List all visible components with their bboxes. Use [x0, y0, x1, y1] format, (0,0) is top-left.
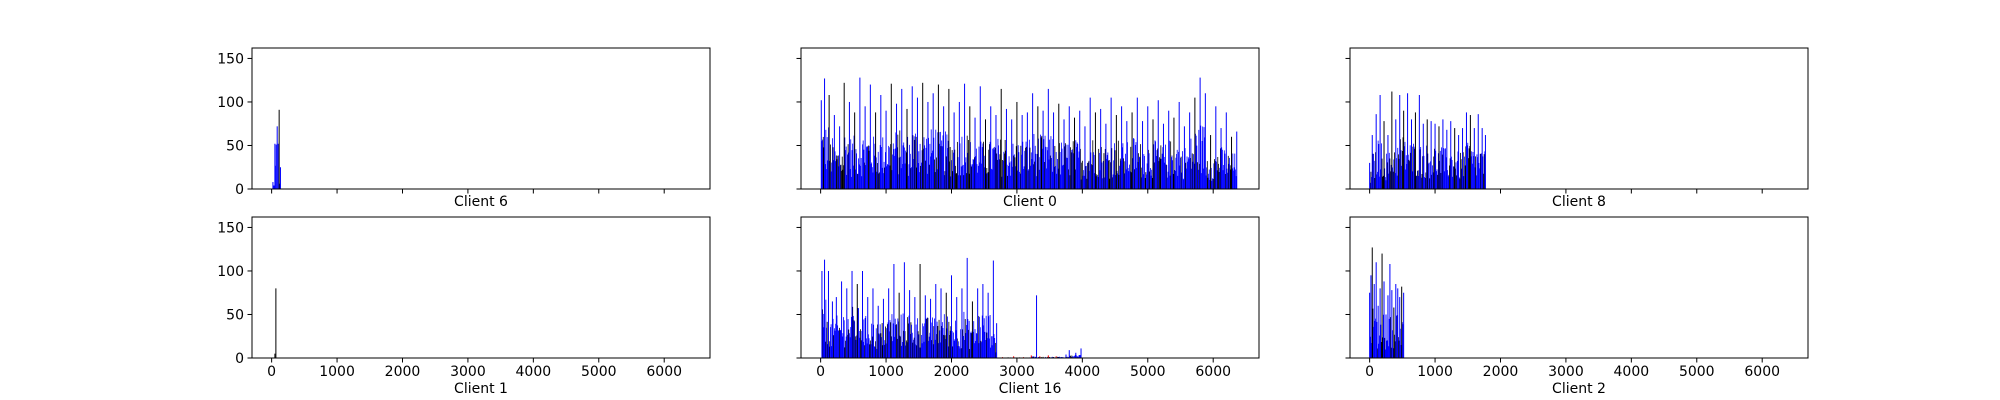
- subplot-title: Client 8: [1552, 194, 1606, 210]
- x-ticks: 0 1000 2000 3000 4000 5000 6000: [816, 358, 1231, 380]
- subplot-client-2: 0 1000 2000 3000 4000 5000 6000 Client 2: [1345, 216, 1809, 397]
- y-tick-label: 100: [217, 95, 244, 111]
- x-ticks: 0 1000 2000 3000 4000 5000 6000: [1365, 358, 1780, 380]
- y-ticks: 0 50 100 150: [217, 51, 252, 198]
- x-tick-label: 4000: [516, 364, 552, 380]
- y-tick-label: 100: [217, 264, 244, 280]
- bars: [1369, 91, 1486, 189]
- subplot-title: Client 1: [454, 381, 508, 397]
- subplot-client-6: 0 50 100 150 Client 6: [217, 47, 711, 210]
- y-tick-label: 150: [217, 220, 244, 236]
- y-tick-label: 0: [235, 351, 244, 367]
- x-tick-label: 4000: [1614, 364, 1650, 380]
- bars: [820, 77, 1238, 189]
- y-ticks: [1345, 57, 1350, 190]
- subplot-client-1: 0 1000 2000 3000 4000 5000 6000 0 50 100 150 Clie…: [217, 216, 711, 397]
- x-ticks: [271, 189, 665, 194]
- x-tick-label: 0: [816, 364, 825, 380]
- y-ticks: [796, 57, 801, 190]
- axes-frame: [800, 216, 1260, 359]
- x-tick-label: 1000: [319, 364, 355, 380]
- x-tick-label: 5000: [581, 364, 617, 380]
- bars: [274, 288, 277, 358]
- x-tick-label: 3000: [1548, 364, 1584, 380]
- y-tick-label: 50: [226, 138, 244, 154]
- x-tick-label: 2000: [934, 364, 970, 380]
- y-ticks: [796, 226, 801, 359]
- x-tick-label: 0: [1365, 364, 1374, 380]
- subplot-title: Client 6: [454, 194, 508, 210]
- x-ticks: [820, 189, 1214, 194]
- x-tick-label: 6000: [646, 364, 682, 380]
- subplot-client-8: Client 8: [1345, 47, 1809, 210]
- bars: [1369, 247, 1405, 358]
- x-tick-label: 1000: [868, 364, 904, 380]
- x-tick-label: 5000: [1130, 364, 1166, 380]
- subplot-client-0: Client 0: [796, 47, 1260, 210]
- y-tick-label: 0: [235, 182, 244, 198]
- axes-frame: [251, 47, 711, 190]
- axes-frame: [1349, 216, 1809, 359]
- axes-frame: [800, 47, 1260, 190]
- bars: [272, 109, 281, 189]
- x-tick-label: 4000: [1065, 364, 1101, 380]
- subplot-title: Client 16: [999, 381, 1062, 397]
- x-tick-label: 3000: [450, 364, 486, 380]
- x-tick-label: 6000: [1744, 364, 1780, 380]
- y-ticks: [1345, 226, 1350, 359]
- x-tick-label: 2000: [1483, 364, 1519, 380]
- subplot-client-16: 0 1000 2000 3000 4000 5000 6000 Client 16: [796, 216, 1260, 397]
- subplot-title: Client 2: [1552, 381, 1606, 397]
- axes-frame: [1349, 47, 1809, 190]
- x-tick-label: 1000: [1417, 364, 1453, 380]
- y-tick-label: 50: [226, 307, 244, 323]
- x-ticks: 0 1000 2000 3000 4000 5000 6000: [267, 358, 682, 380]
- x-tick-label: 0: [267, 364, 276, 380]
- x-ticks: [1369, 189, 1763, 194]
- y-tick-label: 150: [217, 51, 244, 67]
- x-tick-label: 5000: [1679, 364, 1715, 380]
- x-tick-label: 2000: [385, 364, 421, 380]
- axes-frame: [251, 216, 711, 359]
- x-tick-label: 3000: [999, 364, 1035, 380]
- subplot-title: Client 0: [1003, 194, 1057, 210]
- x-tick-label: 6000: [1195, 364, 1231, 380]
- y-ticks: 0 50 100 150: [217, 220, 252, 367]
